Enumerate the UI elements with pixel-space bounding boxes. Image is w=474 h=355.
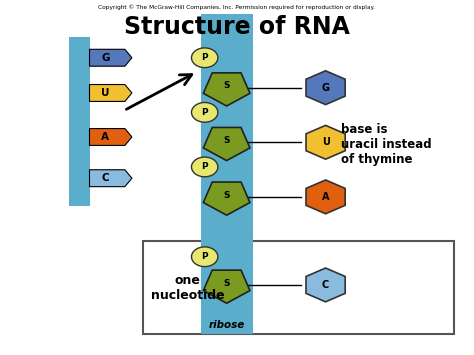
Circle shape: [191, 103, 218, 122]
Text: ribose: ribose: [209, 320, 245, 330]
Text: S: S: [223, 191, 230, 200]
Polygon shape: [90, 170, 132, 187]
Text: Structure of RNA: Structure of RNA: [124, 16, 350, 39]
Text: U: U: [322, 137, 329, 147]
Circle shape: [191, 48, 218, 67]
Text: one
nucleotide: one nucleotide: [151, 274, 224, 301]
Polygon shape: [306, 268, 345, 302]
Text: P: P: [201, 163, 208, 171]
Text: P: P: [201, 252, 208, 261]
Text: A: A: [322, 192, 329, 202]
Text: A: A: [101, 132, 109, 142]
FancyBboxPatch shape: [201, 14, 253, 334]
Text: P: P: [201, 53, 208, 62]
Polygon shape: [203, 270, 250, 303]
Polygon shape: [90, 84, 132, 102]
Text: C: C: [101, 173, 109, 183]
Circle shape: [191, 157, 218, 177]
Text: G: G: [321, 83, 329, 93]
Text: G: G: [101, 53, 109, 63]
Polygon shape: [306, 71, 345, 105]
Polygon shape: [306, 125, 345, 159]
Circle shape: [191, 247, 218, 267]
Text: P: P: [201, 108, 208, 117]
Polygon shape: [203, 182, 250, 215]
Text: Copyright © The McGraw-Hill Companies, Inc. Permission required for reproduction: Copyright © The McGraw-Hill Companies, I…: [99, 4, 375, 10]
FancyBboxPatch shape: [69, 37, 90, 206]
Text: S: S: [223, 136, 230, 145]
Polygon shape: [203, 73, 250, 106]
Polygon shape: [90, 49, 132, 66]
FancyBboxPatch shape: [143, 241, 454, 334]
Text: S: S: [223, 81, 230, 91]
Polygon shape: [90, 129, 132, 146]
Text: C: C: [322, 280, 329, 290]
Polygon shape: [203, 127, 250, 160]
Text: base is
uracil instead
of thymine: base is uracil instead of thymine: [341, 122, 431, 165]
Text: U: U: [101, 88, 109, 98]
Text: S: S: [223, 279, 230, 288]
Polygon shape: [306, 180, 345, 214]
